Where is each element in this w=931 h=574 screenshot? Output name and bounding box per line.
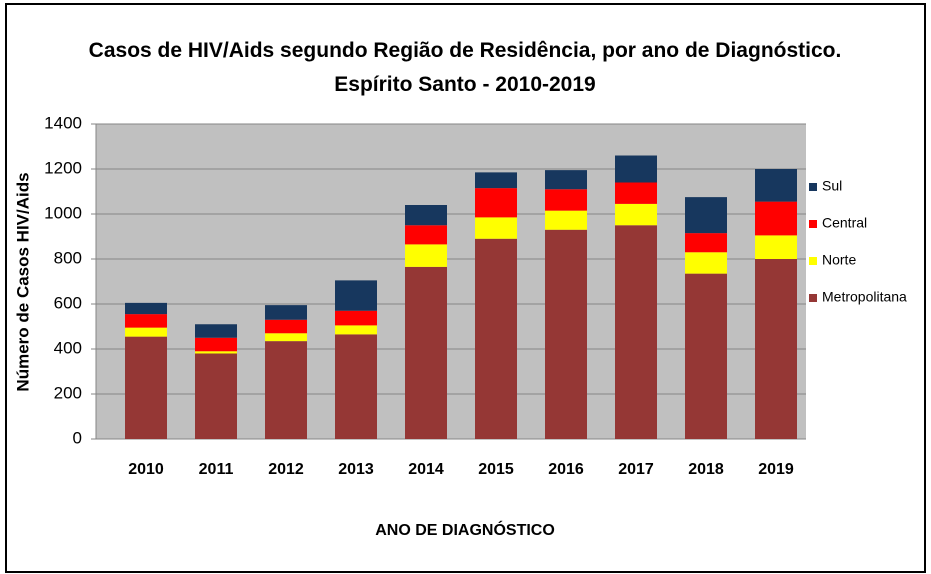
legend-label: Norte	[822, 252, 856, 268]
bar-segment	[545, 170, 587, 190]
bar-segment	[265, 333, 307, 342]
bar-segment	[475, 238, 517, 439]
x-tick-label: 2019	[758, 461, 794, 478]
bar-segment	[475, 188, 517, 218]
bar-segment	[195, 337, 237, 352]
bar-segment	[335, 334, 377, 439]
legend-label: Sul	[822, 178, 842, 194]
x-tick-label: 2010	[128, 461, 164, 478]
x-tick-label: 2017	[618, 461, 654, 478]
bar-segment	[125, 336, 167, 439]
bar-segment	[125, 314, 167, 328]
bar-segment	[475, 217, 517, 239]
y-tick-label: 800	[54, 248, 82, 267]
x-tick-label: 2011	[199, 461, 234, 478]
bar-segment	[755, 235, 797, 259]
legend-label: Central	[822, 215, 867, 231]
bar-segment	[195, 324, 237, 338]
bar-segment	[685, 252, 727, 274]
bar-segment	[405, 266, 447, 439]
x-tick-label: 2014	[408, 461, 444, 478]
bar-segment	[335, 310, 377, 326]
legend-swatch	[809, 183, 817, 191]
bar-segment	[125, 302, 167, 315]
bar-segment	[405, 225, 447, 245]
bar-segment	[615, 155, 657, 183]
legend-label: Metropolitana	[822, 289, 907, 305]
bar-segment	[615, 225, 657, 439]
y-tick-label: 0	[73, 428, 82, 447]
y-tick-label: 1000	[44, 203, 82, 222]
bar-segment	[405, 244, 447, 267]
bar-segment	[125, 327, 167, 337]
bar-segment	[545, 229, 587, 439]
x-tick-label: 2018	[688, 461, 724, 478]
bar-segment	[545, 189, 587, 211]
x-tick-label: 2012	[268, 461, 304, 478]
bar-segment	[755, 259, 797, 439]
x-axis-title: ANO DE DIAGNÓSTICO	[375, 520, 555, 539]
bar-segment	[265, 305, 307, 320]
bar-segment	[475, 172, 517, 189]
x-tick-label: 2016	[548, 461, 584, 478]
y-tick-label: 1400	[44, 113, 82, 132]
bar-segment	[405, 205, 447, 226]
bar-segment	[545, 210, 587, 230]
bar-segment	[195, 351, 237, 354]
bar-segment	[615, 203, 657, 226]
bar-segment	[335, 325, 377, 335]
y-tick-label: 200	[54, 383, 82, 402]
bar-segment	[685, 197, 727, 234]
bar-segment	[615, 182, 657, 204]
legend-swatch	[809, 220, 817, 228]
x-tick-label: 2015	[478, 461, 514, 478]
bar-segment	[195, 353, 237, 439]
legend-swatch	[809, 257, 817, 265]
x-tick-label: 2013	[338, 461, 374, 478]
legend-swatch	[809, 294, 817, 302]
bar-segment	[265, 341, 307, 439]
bar-segment	[685, 273, 727, 439]
bar-segment	[755, 169, 797, 202]
y-tick-label: 1200	[44, 158, 82, 177]
chart-title: Casos de HIV/Aids segundo Região de Resi…	[88, 39, 842, 96]
bar-segment	[335, 280, 377, 311]
bar-segment	[685, 233, 727, 253]
y-axis-title: Número de Casos HIV/Aids	[13, 172, 32, 391]
bar-segment	[755, 201, 797, 236]
y-tick-label: 600	[54, 293, 82, 312]
y-tick-label: 400	[54, 338, 82, 357]
bar-segment	[265, 319, 307, 334]
